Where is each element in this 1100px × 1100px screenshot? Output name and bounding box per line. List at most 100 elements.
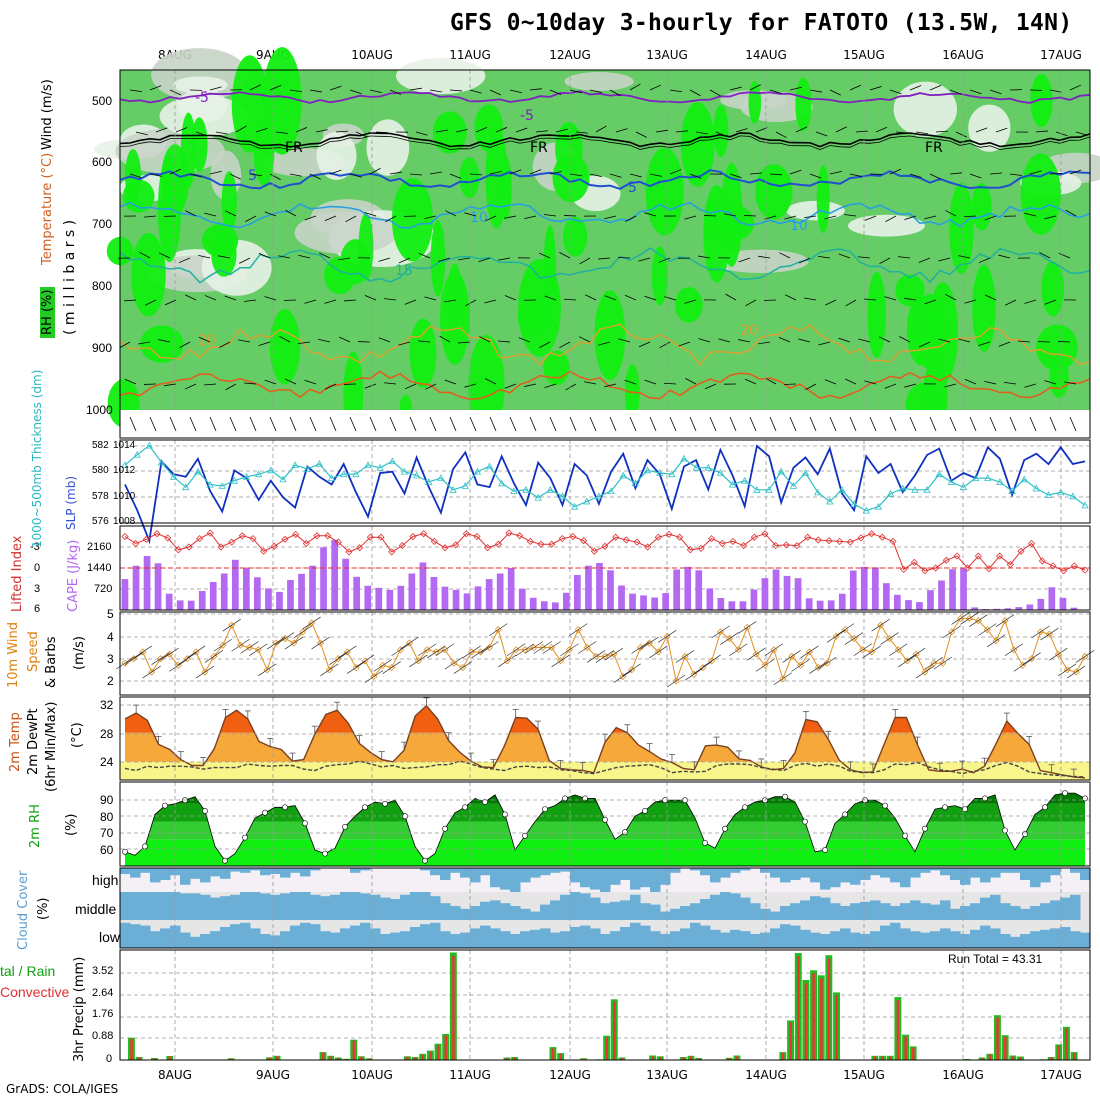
wind-label-3: & Barbs — [44, 636, 59, 688]
wind-barb — [344, 299, 357, 302]
cloud-bar — [1040, 868, 1051, 883]
dewpoint-line — [124, 760, 1086, 778]
rh-marker — [522, 832, 528, 839]
wind-barb — [1049, 647, 1068, 661]
wind-barb — [809, 416, 817, 432]
rh-dry-patch — [893, 81, 958, 137]
li-marker — [537, 540, 545, 548]
wind-barb — [409, 654, 428, 668]
wind-barb — [845, 299, 857, 307]
wind-barb — [684, 215, 697, 220]
date-label: 12AUG — [549, 48, 591, 62]
wind-barb — [629, 173, 642, 178]
li-marker — [1017, 547, 1025, 555]
wind-barb — [389, 171, 402, 175]
wind-barb — [773, 672, 792, 686]
li-marker — [132, 539, 140, 548]
cloud-bar — [790, 925, 801, 948]
thickness-marker — [1044, 491, 1053, 498]
wind-barb — [555, 128, 568, 133]
panel-frame — [119, 439, 1091, 524]
thickness-marker — [279, 475, 287, 483]
wind-barb — [1049, 172, 1063, 175]
wind-barb — [809, 661, 828, 674]
cape-bar — [827, 600, 835, 610]
wind-barb — [702, 654, 721, 668]
cape-bar — [728, 601, 736, 611]
wind-barb — [804, 215, 817, 219]
thickness-marker — [376, 463, 384, 471]
cloud-bar — [1050, 928, 1061, 948]
wind-barb — [135, 131, 148, 136]
wind-barb — [289, 173, 302, 177]
wind-barb — [264, 379, 277, 385]
thickness-marker — [498, 479, 506, 487]
panel-frame — [119, 611, 1091, 696]
cloud-bar — [720, 868, 731, 878]
cape-bar — [375, 587, 383, 610]
wind-barb — [375, 131, 389, 134]
rh-moist-patch — [867, 271, 886, 358]
wind-barb — [439, 335, 451, 343]
thickness-marker — [789, 482, 798, 489]
cloud-bar — [270, 868, 281, 874]
wind-barb — [703, 215, 717, 217]
tick-label: 70 — [100, 826, 114, 840]
li-marker — [750, 533, 758, 541]
cloud-bar — [1040, 929, 1051, 948]
tick-label: 80 — [100, 810, 114, 824]
precip-convective-bar — [168, 1056, 172, 1060]
upper-mb-label: ( m i l l i b a r s ) — [62, 219, 78, 335]
chart-title: GFS 0~10day 3-hourly for FATOTO (13.5W, … — [450, 10, 1073, 36]
cloud-bar — [800, 900, 811, 920]
precip-convective-bar — [413, 1057, 417, 1060]
rh-moist-patch — [262, 47, 302, 155]
cloud-bar — [910, 900, 921, 920]
wind-barb — [818, 255, 831, 259]
tick-label: 700 — [92, 217, 113, 231]
wind-barb — [945, 294, 957, 301]
cloud-bar — [890, 868, 901, 883]
li-marker — [324, 532, 332, 540]
wind-barb — [404, 299, 417, 305]
isotherm-minus5 — [119, 90, 1091, 104]
wind-barb — [998, 341, 1011, 347]
thickness-marker — [206, 480, 214, 488]
cloud-bar — [1070, 868, 1081, 873]
cloud-bar — [1030, 868, 1041, 888]
wind-barb — [329, 652, 348, 665]
thickness-marker — [218, 482, 226, 489]
cloud-bar — [580, 893, 591, 920]
cape-bar — [872, 567, 879, 610]
rh-marker — [782, 793, 788, 800]
cloud-bar — [930, 868, 941, 871]
rh-marker — [702, 840, 708, 846]
thickness-marker — [923, 485, 931, 493]
cloud-bar — [310, 924, 321, 948]
wind-barb — [880, 632, 899, 645]
cloud-bar — [1040, 903, 1051, 920]
tick-label: 580 — [92, 465, 109, 476]
wind-barb — [224, 295, 237, 301]
tick-label: 3 — [107, 652, 114, 666]
thickness-marker — [813, 488, 822, 496]
wind-barb — [1029, 170, 1042, 175]
temp-label-3: (6hr Min/Max) — [44, 701, 59, 792]
cape-bar — [1037, 598, 1045, 610]
upper-wind-label: Wind (m/s) — [40, 79, 55, 150]
wind-barb — [475, 127, 488, 133]
temp-panel — [120, 697, 1090, 780]
tick-label: 1008 — [113, 516, 136, 527]
cloud-bar — [120, 868, 131, 874]
wind-barb — [838, 337, 851, 343]
cloud-bar — [880, 903, 891, 920]
precip-convective-bar — [996, 1017, 999, 1060]
cloud-bar — [970, 929, 981, 948]
cloud-bar — [550, 868, 561, 873]
cloud-bar — [630, 894, 641, 920]
precip-convective-bar — [827, 958, 831, 1060]
wind-barb — [184, 383, 197, 390]
cloud-bar — [860, 868, 871, 880]
isotherm-5 — [119, 169, 1091, 190]
wind-barb — [145, 299, 157, 306]
